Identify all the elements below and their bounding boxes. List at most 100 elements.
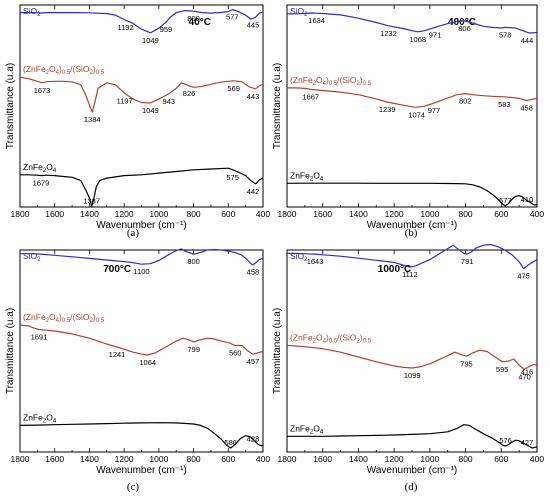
x-axis-title: Wavenumber (cm⁻¹) — [96, 465, 186, 476]
series-ZnFe2O4-legend-label: ZnFe2O4 — [290, 423, 324, 435]
series-line-composite — [287, 87, 538, 108]
peak-label: 800 — [187, 257, 200, 266]
x-tick-label: 1200 — [115, 209, 134, 219]
chart-panel-1: 1800 1600 1400 1200 1000 800 600 400 Wavenumber … — [5, 4, 270, 239]
peak-label: 795 — [460, 359, 473, 368]
x-tick-label: 1000 — [149, 454, 168, 464]
peak-label: 427 — [521, 438, 534, 447]
series-line-SiO2 — [287, 12, 538, 34]
peak-label: 1643 — [307, 257, 324, 266]
peak-label: 442 — [247, 187, 260, 196]
peak-label: 1197 — [117, 96, 133, 105]
series-ZnFe2O4-legend-label: ZnFe2O4 — [23, 162, 57, 174]
x-tick-label: 400 — [530, 454, 544, 464]
x-axis-title: Wavenumber (cm⁻¹) — [367, 465, 457, 476]
peak-label: 1112 — [402, 270, 418, 279]
x-tick-label: 800 — [186, 209, 200, 219]
peak-label: 560 — [229, 349, 242, 358]
peak-label: 1691 — [31, 333, 48, 342]
peak-label: 428 — [247, 434, 260, 443]
series-line-ZnFe2O4 — [287, 424, 538, 449]
series-SiO2-legend-label: SiO2 — [23, 6, 41, 18]
chart-panel-4: 1800 1600 1400 1200 1000 800 600 400 Wavenumber … — [272, 243, 544, 493]
peak-label: 800 — [187, 14, 200, 23]
chart-panel-3: 1800 1600 1400 1200 1000 800 600 400 Wavenumber … — [5, 248, 270, 493]
series-composite-legend-label: (ZnFe2O4)0.5/(SiO2)0.5 — [290, 75, 372, 87]
x-tick-label: 1200 — [115, 454, 134, 464]
peak-label: 578 — [499, 30, 512, 39]
peak-label: 1049 — [142, 36, 159, 45]
x-tick-label: 400 — [256, 209, 270, 219]
x-tick-label: 1800 — [11, 209, 30, 219]
series-SiO2-legend-label: SiO2 — [23, 251, 41, 263]
peak-label: 583 — [498, 100, 511, 109]
peak-label: 971 — [429, 30, 442, 39]
series-line-composite — [19, 324, 264, 356]
x-tick-label: 1000 — [420, 209, 439, 219]
peak-label: 445 — [247, 21, 260, 30]
peak-label: 1064 — [139, 358, 156, 367]
peak-label: 1232 — [380, 29, 397, 38]
series-SiO2-legend-label: SiO2 — [290, 6, 308, 18]
x-tick-label: 1600 — [313, 454, 332, 464]
panel-caption: (d) — [405, 481, 418, 493]
x-tick-label: 800 — [458, 454, 472, 464]
x-tick-label: 400 — [256, 454, 270, 464]
x-tick-label: 800 — [458, 209, 472, 219]
series-ZnFe2O4-legend-label: ZnFe2O4 — [23, 412, 57, 424]
peak-label: 458 — [247, 268, 260, 277]
peak-label: 1241 — [109, 350, 126, 359]
peak-label: 799 — [187, 345, 200, 354]
peak-label: 1384 — [84, 115, 101, 124]
peak-label: 977 — [428, 106, 441, 115]
peak-label: 1099 — [404, 371, 421, 380]
peak-label: 443 — [247, 92, 260, 101]
peak-label: 1673 — [34, 86, 51, 95]
series-composite-legend-label: (ZnFe2O4)0.5/(SiO2)0.5 — [290, 332, 372, 344]
x-tick-label: 1600 — [45, 209, 64, 219]
peak-label: 458 — [520, 103, 533, 112]
peak-label: 1074 — [408, 110, 425, 119]
series-line-composite — [19, 76, 264, 113]
peak-label: 1387 — [83, 196, 100, 205]
x-tick-label: 1400 — [349, 454, 368, 464]
peak-label: 1049 — [142, 106, 159, 115]
y-axis-title: Transmittance (u.a) — [5, 308, 16, 394]
x-tick-label: 1800 — [278, 454, 297, 464]
peak-label: 802 — [459, 97, 472, 106]
x-tick-label: 1200 — [385, 454, 404, 464]
peak-label: 595 — [496, 365, 509, 374]
peak-label: 943 — [162, 97, 175, 106]
series-line-ZnFe2O4 — [19, 422, 264, 449]
x-axis-title: Wavenumber (cm⁻¹) — [367, 220, 457, 231]
x-tick-label: 800 — [186, 454, 200, 464]
x-tick-label: 1800 — [11, 454, 30, 464]
peak-label: 475 — [517, 272, 530, 281]
series-line-SiO2 — [287, 243, 538, 270]
series-SiO2-legend-label: SiO2 — [290, 251, 308, 263]
series-line-SiO2 — [20, 8, 264, 34]
x-tick-label: 1600 — [313, 209, 332, 219]
series-composite-legend-label: (ZnFe2O4)0.5/(SiO2)0.5 — [23, 312, 105, 324]
x-tick-label: 400 — [530, 209, 544, 219]
x-tick-label: 600 — [221, 454, 235, 464]
peak-label: 791 — [461, 257, 474, 266]
x-tick-label: 1400 — [80, 454, 99, 464]
x-tick-label: 1000 — [420, 454, 439, 464]
peak-label: 1100 — [133, 267, 149, 276]
plot-frame — [286, 249, 538, 453]
x-tick-label: 1200 — [385, 209, 404, 219]
x-tick-label: 1000 — [149, 209, 168, 219]
peak-label: 1068 — [409, 35, 426, 44]
series-line-ZnFe2O4 — [286, 182, 538, 207]
peak-label: 959 — [160, 25, 173, 34]
panel-temperature: 700°C — [103, 264, 131, 275]
peak-label: 586 — [224, 438, 237, 447]
x-tick-label: 1600 — [45, 454, 64, 464]
panel-caption: (a) — [127, 227, 140, 239]
chart-panel-2: 1800 1600 1400 1200 1000 800 600 400 Wavenumber … — [272, 4, 544, 239]
panel-temperature: 40°C — [189, 17, 211, 28]
x-tick-label: 600 — [494, 209, 508, 219]
x-tick-label: 1400 — [349, 209, 368, 219]
